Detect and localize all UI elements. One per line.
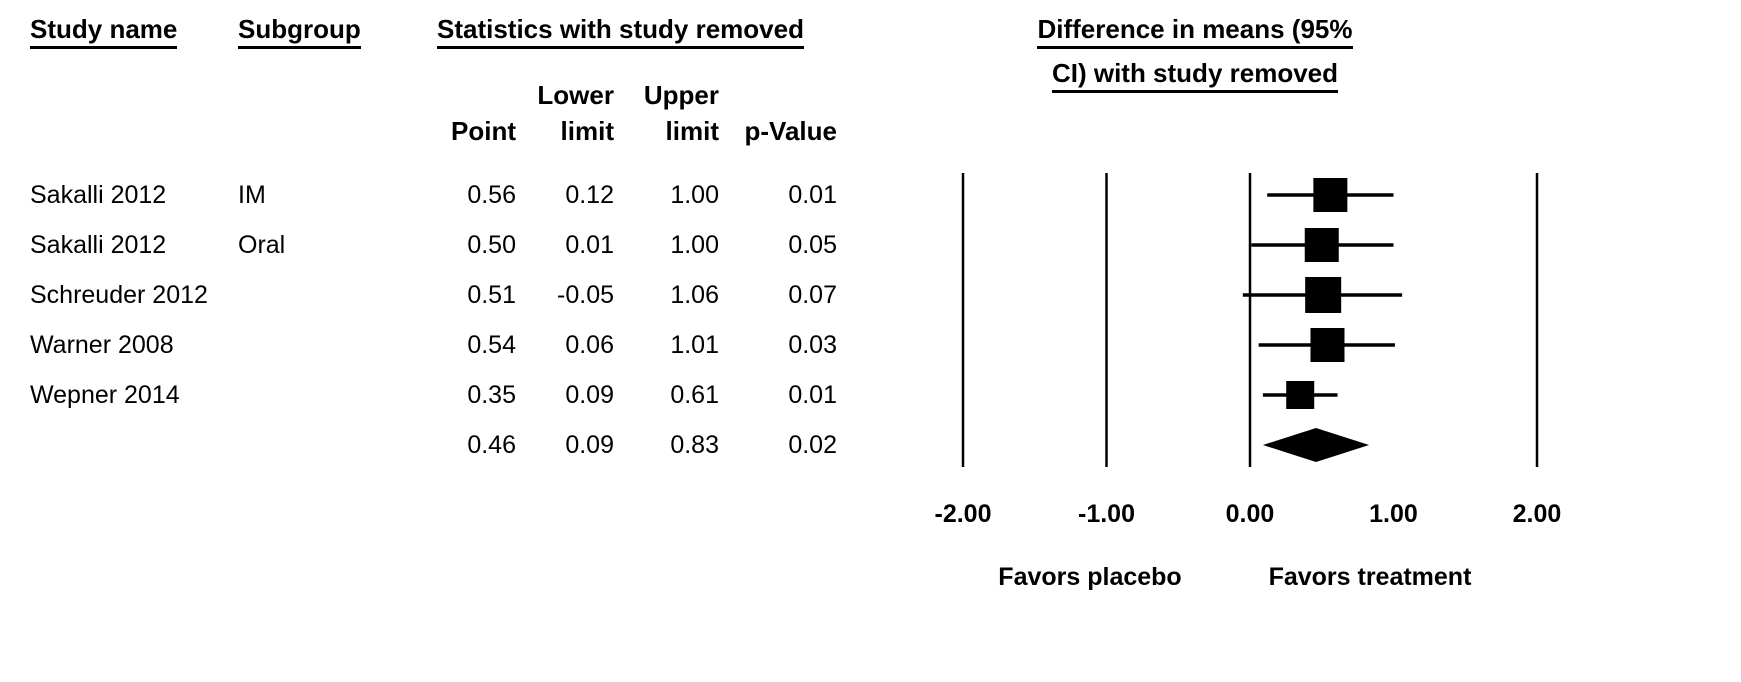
- favors-treatment-label: Favors treatment: [1269, 563, 1473, 591]
- favors-placebo-label: Favors placebo: [998, 563, 1181, 591]
- subheader-row-bottom: Point limit limit p-Value: [0, 114, 837, 148]
- cell-subgroup: Oral: [238, 231, 286, 259]
- point-estimate-marker: [1305, 277, 1342, 313]
- axis-tick-label: 1.00: [1369, 500, 1418, 528]
- subheader-upper-limit: limit: [665, 116, 719, 146]
- cell-subgroup: IM: [238, 181, 266, 209]
- subheader-point: Point: [451, 116, 516, 146]
- column-header-statistics: Statistics with study removed: [437, 14, 804, 49]
- study-name-header-text: Study name: [30, 14, 178, 49]
- cell-upper-limit: 0.83: [670, 431, 719, 459]
- cell-point: 0.51: [467, 281, 516, 309]
- cell-lower-limit: 0.06: [565, 331, 614, 359]
- cell-lower-limit: 0.01: [565, 231, 614, 259]
- cell-study-name: Sakalli 2012: [30, 181, 167, 209]
- cell-lower-limit: 0.12: [565, 181, 614, 209]
- cell-p-value: 0.05: [788, 231, 837, 259]
- table-row: Schreuder 2012 0.51 -0.05 1.06 0.07: [0, 270, 837, 320]
- axis-tick-label: 0.00: [1226, 500, 1275, 528]
- cell-point: 0.50: [467, 231, 516, 259]
- table-row: Sakalli 2012 IM 0.56 0.12 1.00 0.01: [0, 170, 837, 220]
- subheader-spacer: [238, 114, 350, 148]
- cell-point: 0.56: [467, 181, 516, 209]
- axis-tick-label: -2.00: [935, 500, 992, 528]
- subheader-spacer: [0, 78, 238, 112]
- plot-header-line1: Difference in means (95%: [1000, 14, 1390, 49]
- plot-header-line2: CI) with study removed: [1000, 58, 1390, 93]
- subheader-spacer: [238, 78, 350, 112]
- statistics-table: Sakalli 2012 IM 0.56 0.12 1.00 0.01 Saka…: [0, 170, 837, 470]
- subheader-lower-word: Lower: [537, 80, 614, 110]
- cell-p-value: 0.02: [788, 431, 837, 459]
- subgroup-header-text: Subgroup: [238, 14, 361, 49]
- cell-lower-limit: 0.09: [565, 381, 614, 409]
- cell-upper-limit: 1.06: [670, 281, 719, 309]
- point-estimate-marker: [1304, 228, 1339, 262]
- cell-point: 0.46: [467, 431, 516, 459]
- cell-lower-limit: -0.05: [557, 281, 614, 309]
- cell-subgroup: [238, 320, 350, 370]
- subheader-spacer: [350, 78, 516, 112]
- cell-subgroup: [238, 270, 350, 320]
- cell-p-value: 0.01: [788, 181, 837, 209]
- cell-upper-limit: 0.61: [670, 381, 719, 409]
- statistics-header-text: Statistics with study removed: [437, 14, 804, 49]
- cell-upper-limit: 1.00: [670, 231, 719, 259]
- subheader-spacer: [0, 114, 238, 148]
- cell-study-name: Sakalli 2012: [30, 231, 167, 259]
- cell-subgroup: [238, 420, 350, 470]
- cell-p-value: 0.01: [788, 381, 837, 409]
- plot-header-line2-text: CI) with study removed: [1051, 58, 1339, 93]
- cell-upper-limit: 1.00: [670, 181, 719, 209]
- table-row: Wepner 2014 0.35 0.09 0.61 0.01: [0, 370, 837, 420]
- subheader-row-top: Lower Upper: [0, 78, 837, 112]
- cell-study-name: Schreuder 2012: [30, 281, 208, 309]
- axis-tick-label: -1.00: [1078, 500, 1135, 528]
- point-estimate-marker: [1286, 381, 1315, 409]
- subheader-lower-limit: limit: [560, 116, 614, 146]
- cell-upper-limit: 1.01: [670, 331, 719, 359]
- summary-diamond: [1262, 428, 1370, 462]
- column-header-study-name: Study name: [30, 14, 178, 49]
- subheader-spacer: [719, 78, 837, 112]
- cell-study-name: Wepner 2014: [30, 381, 180, 409]
- axis-tick-label: 2.00: [1513, 500, 1562, 528]
- cell-point: 0.54: [467, 331, 516, 359]
- cell-study-name: [0, 420, 238, 470]
- cell-p-value: 0.03: [788, 331, 837, 359]
- table-row: Sakalli 2012 Oral 0.50 0.01 1.00 0.05: [0, 220, 837, 270]
- column-header-subgroup: Subgroup: [238, 14, 361, 49]
- cell-lower-limit: 0.09: [565, 431, 614, 459]
- cell-point: 0.35: [467, 381, 516, 409]
- subheader-upper-word: Upper: [643, 80, 719, 110]
- table-row: Warner 2008 0.54 0.06 1.01 0.03: [0, 320, 837, 370]
- plot-header-line1-text: Difference in means (95%: [1037, 14, 1353, 49]
- cell-subgroup: [238, 370, 350, 420]
- subheader-p-value: p-Value: [744, 116, 837, 146]
- cell-p-value: 0.07: [788, 281, 837, 309]
- forest-plot: -2.00 -1.00 0.00 1.00 2.00 Favors placebo Favo…: [935, 173, 1562, 591]
- point-estimate-marker: [1313, 178, 1348, 212]
- point-estimate-marker: [1310, 328, 1345, 362]
- table-row-summary: 0.46 0.09 0.83 0.02: [0, 420, 837, 470]
- cell-study-name: Warner 2008: [30, 331, 174, 359]
